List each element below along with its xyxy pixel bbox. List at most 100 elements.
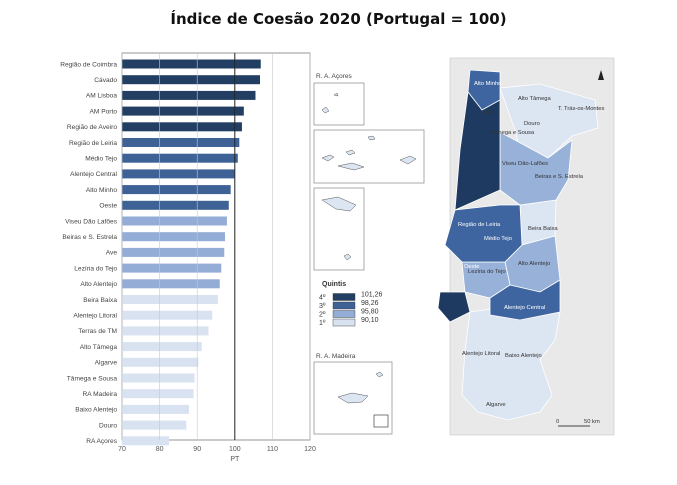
bar-11 [122, 232, 226, 242]
legend-swatch [332, 318, 356, 327]
island-pico [337, 162, 365, 171]
bar-13 [122, 263, 222, 273]
bar-5 [122, 138, 240, 147]
category-label: Alentejo Litoral [73, 313, 117, 320]
category-label: Oeste [99, 203, 117, 210]
category-label: Médio Tejo [85, 156, 117, 163]
bar-0 [122, 59, 261, 69]
island-graciosa [367, 135, 376, 141]
x-tick-label: 100 [229, 446, 241, 453]
legend-swatch [332, 301, 356, 310]
category-label: Ave [106, 250, 118, 257]
legend-swatch [332, 310, 356, 318]
bar-15 [122, 295, 218, 304]
category-label: Viseu Dão Lafões [65, 218, 118, 225]
map-region-label: Beiras e S. Estrela [535, 174, 584, 180]
bar-1 [122, 75, 260, 85]
bar-2 [122, 90, 256, 100]
category-label: RA Madeira [83, 391, 118, 398]
map-labels: Alto Minho Alto Tâmega T. Trás-os-Montes Av… [458, 81, 604, 408]
category-label: Lezíria do Tejo [74, 265, 117, 272]
category-label: Região de Aveiro [67, 124, 117, 131]
bar-7 [122, 169, 235, 179]
bar-6 [122, 153, 238, 163]
island-flores [321, 106, 330, 114]
north-arrow-icon [598, 70, 604, 80]
map-region-label: Beira Baixa [528, 226, 558, 232]
x-axis-label: PT [230, 456, 240, 463]
category-label: Região de Leiria [69, 140, 117, 147]
category-label: Douro [99, 422, 117, 429]
category-label: Alto Tâmega [80, 344, 118, 351]
x-tick-label: 80 [156, 446, 164, 453]
category-label: AM Porto [90, 108, 118, 115]
map-region-q2 [499, 131, 573, 206]
legend-quintile-label: 2º [319, 312, 326, 319]
category-labels: Região de Coimbra Cávado AM Lisboa AM Porto… [60, 61, 118, 445]
category-label: Cávado [94, 77, 117, 84]
category-label: Beira Baixa [83, 297, 117, 304]
island-madeira [337, 392, 369, 404]
map-region-label: T. Trás-os-Montes [558, 106, 604, 112]
island-faial [321, 154, 335, 162]
map-region-label: Alto Minho [474, 81, 501, 87]
map-region-label: Alto Alentejo [518, 261, 550, 267]
madeira-inset-label: R. A. Madeira [316, 353, 356, 360]
category-label: Alto Alentejo [80, 281, 117, 288]
bar-8 [122, 185, 231, 195]
map-region-label: Douro [524, 121, 540, 127]
category-label: Algarve [95, 360, 118, 367]
map-region-label: Alentejo Litoral [462, 351, 500, 357]
island-terceira [399, 155, 417, 165]
category-label: Região de Coimbra [60, 61, 117, 68]
x-tick-label: 120 [304, 446, 316, 453]
map-region-q3-centro [444, 204, 523, 263]
map-region-label: Viseu Dão-Lafões [502, 161, 548, 167]
bar-10 [122, 216, 227, 226]
bar-22 [122, 404, 189, 414]
category-label: RA Açores [86, 438, 117, 445]
legend-threshold-value: 101,26 [361, 292, 383, 299]
map-region-label: Região de Leiria [458, 222, 501, 228]
island-corvo [333, 92, 339, 97]
legend-threshold-value: 98,26 [361, 300, 379, 307]
bar-23 [122, 420, 187, 430]
selvagens-box [373, 414, 389, 428]
acores-inset-1 [313, 82, 365, 126]
scale-start: 0 [556, 419, 559, 425]
category-label: Alentejo Central [70, 171, 117, 178]
map-region-label: Oeste [464, 264, 479, 270]
map-region-label: Lezíria do Tejo [468, 269, 506, 275]
bar-14 [122, 279, 220, 289]
legend-threshold-value: 90,10 [361, 317, 379, 324]
legend-quintile-label: 1º [319, 320, 326, 327]
map-region-label: Ave [484, 110, 494, 116]
bar-24 [122, 436, 169, 446]
legend: 4º 101,26 3º 98,26 2º 95,80 1º 90,10 [319, 292, 383, 328]
category-label: Beiras e S. Estrela [62, 234, 117, 241]
bar-21 [122, 389, 194, 399]
bar-18 [122, 342, 202, 352]
legend-quintile-label: 3º [319, 303, 326, 310]
category-label: Baixo Alentejo [75, 407, 117, 414]
bar-12 [122, 247, 225, 257]
island-porto-santo [375, 371, 384, 378]
legend-quintile-label: 4º [319, 295, 326, 302]
bar-16 [122, 310, 213, 320]
map-region-q4 [454, 91, 501, 211]
scale-end: 50 km [584, 419, 600, 425]
map-region-alentejo-central [489, 279, 561, 321]
bar-19 [122, 357, 199, 367]
x-tick-label: 110 [267, 446, 278, 453]
map-region-label: Tâmega e Sousa [490, 130, 535, 136]
map-region-label: Alto Tâmega [518, 96, 552, 102]
x-tick-label: 70 [118, 446, 126, 453]
map-region-label: Médio Tejo [484, 236, 512, 242]
map-region-q1 [499, 83, 599, 159]
category-label: Terras de TM [78, 328, 117, 335]
bar-17 [122, 326, 209, 336]
legend-threshold-value: 95,80 [361, 309, 379, 316]
x-axis-ticks: 70 80 90 100 110 120 [118, 53, 316, 453]
chart-title: Índice de Coesão 2020 (Portugal = 100) [170, 10, 507, 28]
bar-20 [122, 373, 195, 383]
